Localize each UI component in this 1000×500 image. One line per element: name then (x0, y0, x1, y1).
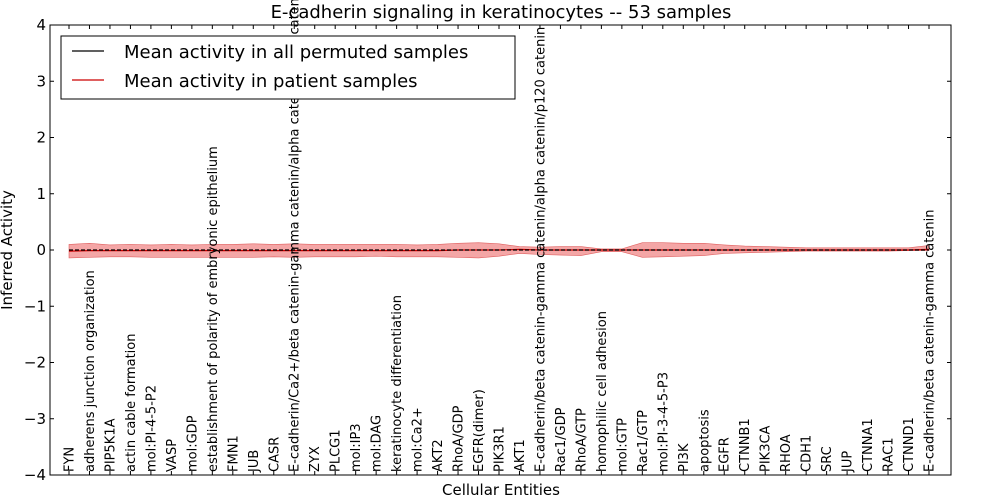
legend-label-patient: Mean activity in patient samples (124, 71, 418, 92)
x-tick-label: E-cadherin/beta catenin-gamma catenin (923, 210, 938, 472)
y-tick-label: 3 (36, 72, 46, 90)
x-tick-label: RHOA (779, 434, 794, 472)
y-tick-label: 4 (36, 16, 46, 34)
x-tick-label: CTNNA1 (861, 418, 876, 472)
y-tick-label: 0 (36, 241, 46, 259)
x-tick-label: ZYX (308, 446, 323, 472)
x-tick-label: CASR (267, 437, 282, 472)
x-tick-label: SRC (820, 446, 835, 472)
x-tick-label: mol:Ca2+ (411, 407, 426, 472)
y-tick-label: −2 (24, 354, 46, 372)
x-tick-label: PIK3R1 (493, 426, 508, 472)
x-tick-label: Rac1/GDP (554, 407, 569, 472)
x-tick-label: establishment of polarity of embryonic e… (206, 146, 221, 472)
x-tick-label: E-cadherin/Ca2+/beta catenin-gamma caten… (288, 0, 303, 472)
x-tick-label: PIK3CA (759, 425, 774, 472)
y-tick-label: −1 (24, 297, 46, 315)
x-tick-label: mol:GDP (185, 415, 200, 472)
y-tick-label: 1 (36, 185, 46, 203)
x-tick-label: FMN1 (226, 435, 241, 472)
x-tick-label: FYN (63, 447, 78, 472)
x-tick-label: mol:IP3 (349, 423, 364, 472)
x-tick-label: JUB (247, 450, 262, 473)
x-tick-label: keratinocyte differentiation (390, 295, 405, 472)
x-tick-label: apoptosis (697, 409, 712, 472)
y-tick-label: −3 (24, 410, 46, 428)
x-tick-label: actin cable formation (124, 334, 139, 472)
legend-label-permuted: Mean activity in all permuted samples (124, 42, 468, 63)
x-tick-label: Rac1/GTP (636, 410, 651, 472)
x-tick-label: mol:PI-4-5-P2 (144, 385, 159, 472)
x-tick-label: mol:PI-3-4-5-P3 (656, 372, 671, 472)
y-axis-label: Inferred Activity (0, 190, 16, 310)
legend: Mean activity in all permuted samples Me… (60, 35, 516, 100)
x-tick-label: EGFR(dimer) (472, 389, 487, 472)
y-axis-ticks: −4 −3 −2 −1 0 1 2 3 4 (24, 16, 951, 484)
x-tick-label: AKT2 (431, 439, 446, 472)
x-tick-label: JUP (841, 451, 856, 473)
x-tick-label: RhoA/GDP (452, 405, 467, 472)
x-tick-label: RAC1 (882, 437, 897, 472)
x-tick-label: EGFR (718, 437, 733, 472)
x-axis-label: Cellular Entities (442, 481, 560, 499)
x-tick-label: E-cadherin/beta catenin-gamma catenin/al… (534, 27, 549, 472)
x-tick-label: CTNND1 (902, 417, 917, 472)
x-tick-label: PI3K (677, 443, 692, 472)
x-tick-label: mol:DAG (370, 415, 385, 472)
x-tick-label: adherens junction organization (83, 270, 98, 472)
x-tick-label: PIP5K1A (104, 418, 119, 472)
x-tick-label: CDH1 (800, 435, 815, 472)
x-axis-tick-labels: FYN adherens junction organization PIP5K1A… (63, 0, 938, 473)
x-tick-label: PLCG1 (329, 429, 344, 472)
legend-box (60, 35, 516, 100)
x-tick-label: RhoA/GTP (574, 408, 589, 472)
x-tick-label: AKT1 (513, 439, 528, 472)
y-tick-label: 2 (36, 129, 46, 147)
x-tick-label: VASP (165, 439, 180, 472)
x-tick-label: CTNNB1 (738, 418, 753, 472)
plot-area (68, 242, 930, 259)
chart-title: E-cadherin signaling in keratinocytes --… (271, 2, 732, 23)
x-tick-label: mol:GTP (615, 418, 630, 472)
x-tick-label: homophilic cell adhesion (595, 311, 610, 472)
y-tick-label: −4 (24, 466, 46, 484)
